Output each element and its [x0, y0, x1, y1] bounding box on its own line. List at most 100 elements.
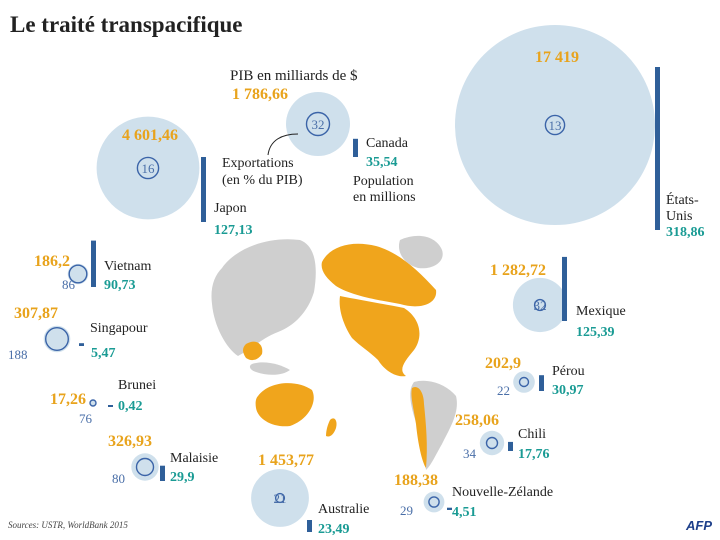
gdp-label-chili: 258,06	[455, 412, 499, 429]
exports-label-chili: 34	[463, 446, 477, 461]
map-land-peru-chile	[411, 386, 427, 468]
country-name-p-rou: Pérou	[552, 364, 585, 379]
population-bar-mexique	[562, 256, 567, 321]
exports-ring-nouvelle-z-lande	[428, 496, 440, 508]
exports-label-singapour: 188	[8, 347, 28, 362]
chart-title: Le traité transpacifique	[10, 12, 243, 37]
population-label-mexique: 125,39	[576, 325, 615, 340]
population-bar-p-rou	[539, 375, 544, 391]
country-name-australie: Australie	[318, 502, 369, 517]
brand-logo: AFP	[685, 518, 712, 533]
bubble-p-rou	[513, 371, 535, 393]
bubble-nouvelle-z-lande	[423, 491, 445, 513]
population-label-canada: 35,54	[366, 155, 398, 170]
country-name-mexique: Mexique	[576, 304, 626, 319]
population-bar-vietnam	[91, 240, 96, 287]
population-bar--tats-unis	[655, 67, 660, 230]
exports-ring--tats-unis	[544, 114, 566, 136]
gdp-label-singapour: 307,87	[14, 305, 58, 322]
exports-ring-singapour	[45, 327, 70, 352]
population-label-singapour: 5,47	[91, 346, 116, 361]
population-bar-malaisie	[160, 465, 165, 481]
exports-label-canada: 32	[312, 117, 325, 132]
bubble-chili	[479, 430, 505, 456]
legend-layer: PIB en milliards de $ 1 786,66 Exportation…	[8, 12, 712, 533]
exports-label-vietnam: 86	[62, 277, 76, 292]
exports-label-japon: 16	[142, 161, 156, 176]
bubble-singapour	[43, 325, 71, 353]
country-name-brunei: Brunei	[118, 378, 156, 393]
population-label-japon: 127,13	[214, 223, 253, 238]
legend-population-line1: Population	[353, 174, 414, 189]
legend-exports-line1: Exportations	[222, 156, 294, 171]
gdp-label--tats-unis: 17 419	[535, 49, 579, 66]
bubble-vietnam	[67, 263, 89, 285]
exports-ring-mexique	[533, 298, 547, 312]
country-name--tats-unis: États-	[666, 191, 699, 208]
population-label--tats-unis: 318,86	[666, 225, 705, 240]
population-label-malaisie: 29,9	[170, 470, 195, 485]
bubble-layer	[43, 25, 660, 532]
map-land-new-zealand	[326, 418, 337, 437]
country-name-malaisie: Malaisie	[170, 451, 218, 466]
map-land-australia	[255, 383, 314, 427]
country-name-vietnam: Vietnam	[104, 259, 151, 274]
map-land-greenland	[398, 235, 443, 269]
population-label-brunei: 0,42	[118, 399, 143, 414]
population-bar-canada	[353, 138, 358, 157]
gdp-label-mexique: 1 282,72	[490, 262, 546, 279]
bubble-malaisie	[131, 453, 159, 481]
exports-ring-japon	[136, 156, 160, 180]
legend-exports-line2: (en % du PIB)	[222, 173, 303, 188]
bubble-japon	[96, 116, 200, 220]
exports-label-mexique: 32	[534, 298, 547, 313]
population-bar-chili	[508, 441, 513, 451]
gdp-label-vietnam: 186,2	[34, 253, 70, 270]
population-label-p-rou: 30,97	[552, 383, 584, 398]
world-map	[211, 235, 457, 470]
country-name-canada: Canada	[366, 136, 409, 151]
country-name-singapour: Singapour	[90, 321, 148, 336]
population-bar-brunei	[108, 405, 113, 407]
exports-ring-vietnam	[68, 264, 88, 284]
country-name-chili: Chili	[518, 427, 546, 442]
gdp-label-brunei: 17,26	[50, 391, 86, 408]
exports-label-brunei: 76	[79, 411, 93, 426]
legend-population-line2: en millions	[353, 190, 416, 205]
exports-label-malaisie: 80	[112, 471, 125, 486]
exports-ring-p-rou	[518, 376, 530, 388]
legend-exports-pointer	[267, 133, 299, 156]
legend-gdp-title: PIB en milliards de $	[230, 68, 358, 84]
map-land-canada	[321, 243, 437, 307]
bubble--tats-unis	[455, 25, 655, 225]
gdp-label-nouvelle-z-lande: 188,38	[394, 472, 438, 489]
source-note: Sources: USTR, WorldBank 2015	[8, 520, 128, 530]
map-land-asia	[211, 239, 316, 356]
gdp-label-malaisie: 326,93	[108, 433, 152, 450]
exports-label-nouvelle-z-lande: 29	[400, 503, 413, 518]
exports-ring-brunei	[89, 399, 97, 407]
exports-label--tats-unis: 13	[549, 118, 562, 133]
legend-gdp-value: 1 786,66	[232, 86, 288, 103]
map-land-southeast-asia	[243, 341, 263, 361]
bubble-canada	[286, 92, 350, 156]
map-land-usa-mexico	[339, 296, 420, 377]
gdp-label-japon: 4 601,46	[122, 127, 178, 144]
exports-label-p-rou: 22	[497, 383, 510, 398]
exports-ring-malaisie	[135, 457, 155, 477]
population-label-nouvelle-z-lande: 4,51	[452, 505, 477, 520]
country-name-japon: Japon	[214, 201, 247, 216]
exports-ring-canada	[305, 111, 331, 137]
gdp-label-p-rou: 202,9	[485, 355, 521, 372]
population-label-vietnam: 90,73	[104, 278, 136, 293]
population-bar-australie	[307, 520, 312, 532]
gdp-label-australie: 1 453,77	[258, 452, 314, 469]
bubble-australie	[251, 469, 309, 527]
exports-label-australie: 21	[274, 491, 287, 506]
country-name--tats-unis-1: Unis	[666, 209, 692, 224]
population-bar-singapour	[79, 343, 84, 346]
population-bar-japon	[201, 157, 206, 222]
